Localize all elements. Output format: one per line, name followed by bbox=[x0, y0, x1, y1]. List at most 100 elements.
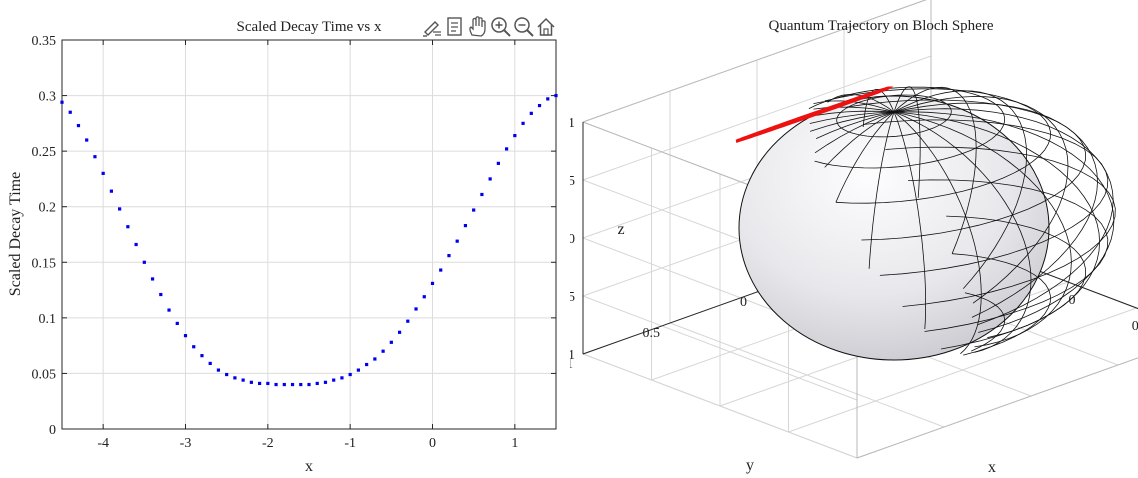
zoom-out-icon[interactable] bbox=[514, 17, 534, 37]
mesh-line bbox=[836, 94, 952, 138]
mesh-line bbox=[893, 111, 927, 330]
mesh-line bbox=[893, 102, 1098, 318]
data-point bbox=[274, 382, 278, 387]
x-tick-label: 0.5 bbox=[1132, 319, 1138, 334]
x-tick-label: 0 bbox=[1069, 293, 1076, 308]
data-point bbox=[258, 381, 262, 386]
brush-icon[interactable] bbox=[423, 21, 441, 37]
data-point bbox=[167, 308, 171, 312]
x-tick-label: -3 bbox=[180, 436, 192, 451]
mesh-line bbox=[885, 146, 1116, 307]
data-point bbox=[175, 321, 179, 326]
home-icon[interactable] bbox=[537, 17, 555, 36]
z-tick-label: 1 bbox=[570, 116, 575, 131]
mesh-line bbox=[863, 119, 1109, 276]
mesh-line bbox=[808, 86, 1006, 169]
mesh-line bbox=[941, 215, 1087, 350]
data-point bbox=[241, 378, 245, 382]
data-point bbox=[208, 361, 212, 366]
data-point bbox=[430, 281, 435, 286]
mesh-line bbox=[893, 111, 1115, 333]
box-edge bbox=[582, 0, 927, 123]
y-tick-label: 0 bbox=[740, 295, 747, 310]
x-tick-label: -2 bbox=[262, 436, 274, 451]
data-point bbox=[76, 123, 81, 128]
pan-hand-icon[interactable] bbox=[469, 16, 486, 37]
mesh-line bbox=[809, 111, 895, 124]
data-point bbox=[323, 380, 328, 384]
mesh-line bbox=[824, 88, 1051, 204]
mesh-line bbox=[815, 111, 895, 139]
data-point bbox=[109, 189, 113, 193]
data-point bbox=[348, 372, 352, 377]
z-tick-label: 0 bbox=[570, 232, 575, 247]
x-axis-label: x bbox=[305, 458, 313, 475]
y-axis-label: y bbox=[746, 457, 754, 474]
data-point bbox=[68, 110, 72, 114]
data-point bbox=[455, 239, 459, 243]
data-point bbox=[554, 93, 558, 98]
data-points bbox=[60, 93, 558, 387]
data-point bbox=[463, 224, 468, 228]
data-point bbox=[472, 208, 476, 212]
data-point bbox=[365, 362, 369, 367]
mesh-line bbox=[827, 94, 895, 113]
mesh-line bbox=[893, 111, 1072, 348]
data-point bbox=[480, 192, 484, 197]
data-point bbox=[439, 268, 443, 272]
data-point bbox=[529, 111, 533, 115]
y-tick-label: 0.5 bbox=[643, 326, 661, 341]
data-point bbox=[192, 345, 196, 349]
mesh-line bbox=[846, 99, 1087, 241]
bloch-sphere-chart: -1-0.500.51-1-0.500.51-1-0.500.51 Quantu… bbox=[570, 0, 1138, 476]
y-axis-label: Scaled Decay Time bbox=[7, 172, 24, 296]
data-point bbox=[505, 147, 509, 151]
z-axis-label: z bbox=[617, 221, 624, 238]
data-point bbox=[332, 378, 336, 382]
x-axis-label: x bbox=[988, 459, 996, 476]
data-point bbox=[299, 382, 303, 387]
mesh-line bbox=[893, 96, 1069, 304]
decay-time-chart: Scaled Decay Time vs x x Scaled Decay Ti… bbox=[7, 19, 558, 475]
data-point bbox=[142, 260, 146, 264]
chart-title: Scaled Decay Time vs x bbox=[237, 19, 382, 35]
data-point bbox=[307, 382, 311, 387]
data-point bbox=[422, 295, 426, 299]
data-point bbox=[60, 100, 64, 104]
chart-title: Quantum Trajectory on Bloch Sphere bbox=[769, 18, 994, 34]
mesh-line bbox=[893, 111, 982, 354]
mesh-line bbox=[893, 86, 921, 198]
data-point bbox=[521, 121, 525, 125]
data-point bbox=[496, 161, 500, 165]
data-point bbox=[200, 354, 204, 358]
sphere-mesh bbox=[808, 86, 1116, 356]
data-point bbox=[101, 171, 105, 175]
y-tick-label: 0.15 bbox=[32, 256, 57, 271]
data-point bbox=[488, 177, 492, 181]
data-point bbox=[150, 277, 155, 281]
data-point bbox=[546, 97, 550, 101]
data-point bbox=[118, 207, 122, 211]
plot-area-background bbox=[62, 40, 556, 429]
data-point bbox=[414, 307, 418, 311]
bloch-sphere bbox=[738, 86, 1116, 361]
mesh-line bbox=[815, 110, 895, 116]
sphere-body bbox=[738, 95, 1050, 361]
data-tips-icon[interactable] bbox=[447, 17, 462, 36]
zoom-in-icon[interactable] bbox=[491, 17, 511, 37]
data-point bbox=[216, 368, 221, 372]
data-point bbox=[249, 380, 253, 384]
x-tick-label: 0 bbox=[429, 436, 436, 451]
box-edge bbox=[856, 357, 1138, 459]
data-point bbox=[406, 319, 410, 323]
y-tick-label: 0.25 bbox=[32, 145, 57, 160]
mesh-line bbox=[952, 253, 1051, 356]
data-point bbox=[447, 254, 451, 258]
plot-area-frame bbox=[61, 39, 557, 430]
axes-toolbar bbox=[420, 14, 562, 38]
y-tick-label: 0.3 bbox=[39, 90, 57, 105]
z-tick-label: -1 bbox=[570, 348, 575, 363]
data-point bbox=[356, 368, 360, 372]
data-point bbox=[266, 381, 270, 386]
data-point bbox=[315, 381, 319, 386]
